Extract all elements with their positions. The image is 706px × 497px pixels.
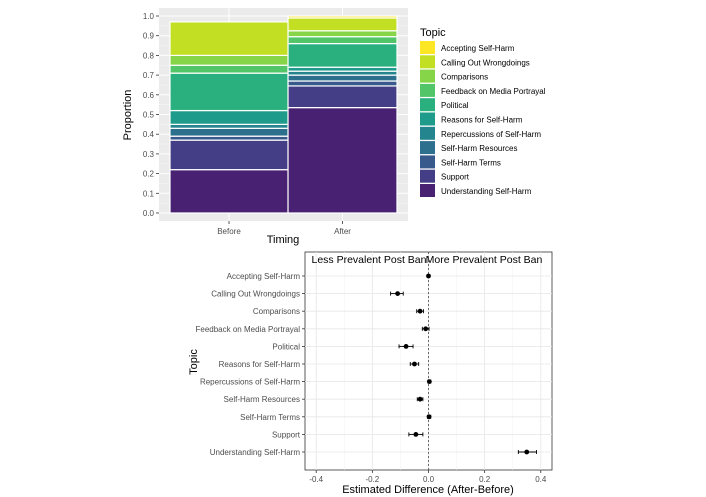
mosaic-bars (169, 15, 398, 214)
legend-label: Support (441, 173, 470, 182)
mosaic-segment (287, 85, 398, 109)
mosaic-segment (287, 17, 398, 32)
legend-label: Self-Harm Resources (441, 144, 517, 153)
legend-swatch (420, 112, 435, 126)
estimate-point (403, 344, 409, 349)
legend-label: Repercussions of Self-Harm (441, 130, 541, 139)
mosaic-x-axis-label: Timing (267, 234, 300, 246)
mosaic-segment (169, 139, 289, 171)
y-tick-label: 0.1 (143, 189, 155, 198)
y-tick-label: Accepting Self-Harm (227, 272, 301, 281)
estimate-point (423, 326, 429, 332)
legend-swatch (420, 126, 435, 140)
panel-title-right: More Prevalent Post Ban (426, 254, 543, 266)
estimate-point (426, 273, 431, 279)
y-tick-label: Self-Harm Resources (224, 395, 300, 404)
difference-x-ticks: -0.4 -0.2 0.0 0.2 0.4 (309, 470, 547, 484)
mosaic-segment (169, 64, 289, 74)
estimate-point (417, 396, 423, 402)
y-tick-label: Support (272, 430, 301, 439)
y-tick-label: 0.8 (143, 51, 155, 60)
y-tick-label: 1.0 (143, 12, 155, 21)
legend-swatch (420, 98, 435, 112)
legend-swatch (420, 83, 435, 97)
mosaic-segment (287, 30, 398, 38)
y-tick-label: 0.9 (143, 32, 155, 41)
y-tick-label: Feedback on Media Portrayal (196, 325, 301, 334)
legend-label: Feedback on Media Portrayal (441, 87, 546, 96)
x-tick-label: 0.0 (423, 475, 435, 484)
legend-label: Reasons for Self-Harm (441, 116, 523, 125)
x-tick-label: 0.2 (479, 475, 491, 484)
mosaic-segment (287, 42, 398, 68)
mosaic-segment (287, 15, 398, 19)
legend-swatch (420, 69, 435, 83)
y-tick-label: Understanding Self-Harm (210, 448, 301, 457)
difference-y-ticks: Accepting Self-Harm Calling Out Wrongdoin… (196, 272, 305, 457)
legend-label: Calling Out Wrongdoings (441, 58, 530, 67)
y-tick-label: Calling Out Wrongdoings (211, 290, 300, 299)
y-tick-label: 0.6 (143, 91, 155, 100)
y-tick-label: Comparisons (253, 307, 300, 316)
y-tick-label: Reasons for Self-Harm (219, 360, 301, 369)
legend-swatch (420, 155, 435, 169)
legend-label: Comparisons (441, 73, 488, 82)
mosaic-segment (169, 109, 289, 125)
mosaic-y-axis-label: Proportion (122, 90, 134, 141)
mosaic-segment (169, 169, 289, 214)
legend-label: Understanding Self-Harm (441, 187, 532, 196)
estimate-point (412, 361, 417, 367)
difference-x-axis-label: Estimated Difference (After-Before) (342, 484, 514, 496)
mosaic-chart: 0.0 0.1 0.2 0.3 0.4 0.5 0.6 0.7 0.8 0.9 1.0 Before… (122, 8, 546, 246)
legend-swatch (420, 55, 435, 69)
y-tick-label: Repercussions of Self-Harm (200, 378, 300, 387)
mosaic-segment (287, 74, 398, 82)
legend-label: Political (441, 101, 469, 110)
difference-chart: Accepting Self-Harm Calling Out Wrongdoin… (188, 251, 553, 496)
legend-swatch (420, 184, 435, 197)
mosaic-segment (169, 21, 289, 57)
mosaic-segment (287, 107, 398, 214)
y-tick-label: 0.0 (143, 209, 155, 218)
estimate-point (524, 449, 530, 455)
y-tick-label: 0.3 (143, 150, 155, 159)
legend-label: Self-Harm Terms (441, 158, 501, 167)
x-tick-label: -0.4 (309, 475, 323, 484)
y-tick-label: 0.2 (143, 170, 155, 179)
legend-title: Topic (420, 27, 446, 39)
panel-title-left: Less Prevalent Post Ban (312, 254, 427, 266)
x-tick-label: 0.4 (535, 475, 547, 484)
y-tick-label: 0.4 (143, 130, 155, 139)
mosaic-segment (287, 80, 398, 87)
estimate-point (426, 414, 432, 420)
mosaic-x-ticks: Before After (217, 221, 351, 236)
mosaic-segment (169, 127, 289, 137)
x-tick-label: -0.2 (365, 475, 379, 484)
estimate-point (395, 291, 401, 296)
mosaic-legend: Topic Accepting Self-Harm Calling Out Wro… (420, 27, 546, 197)
y-tick-label: Political (272, 342, 300, 351)
legend-swatch (420, 169, 435, 183)
legend-swatch (420, 41, 435, 54)
mosaic-segment (169, 54, 289, 66)
y-tick-label: 0.5 (143, 111, 155, 120)
difference-points (390, 273, 538, 455)
estimate-point (417, 308, 423, 314)
legend-swatch (420, 141, 435, 155)
difference-y-axis-label: Topic (188, 349, 200, 375)
mosaic-segment (169, 72, 289, 112)
legend-label: Accepting Self-Harm (441, 44, 515, 53)
mosaic-segment (287, 36, 398, 45)
mosaic-y-ticks: 0.0 0.1 0.2 0.3 0.4 0.5 0.6 0.7 0.8 0.9 1.0 (143, 12, 159, 218)
y-tick-label: Self-Harm Terms (240, 413, 300, 422)
x-tick-label: Before (217, 227, 241, 236)
y-tick-label: 0.7 (143, 71, 155, 80)
x-tick-label: After (334, 227, 351, 236)
estimate-point (413, 432, 419, 437)
estimate-point (426, 379, 432, 384)
